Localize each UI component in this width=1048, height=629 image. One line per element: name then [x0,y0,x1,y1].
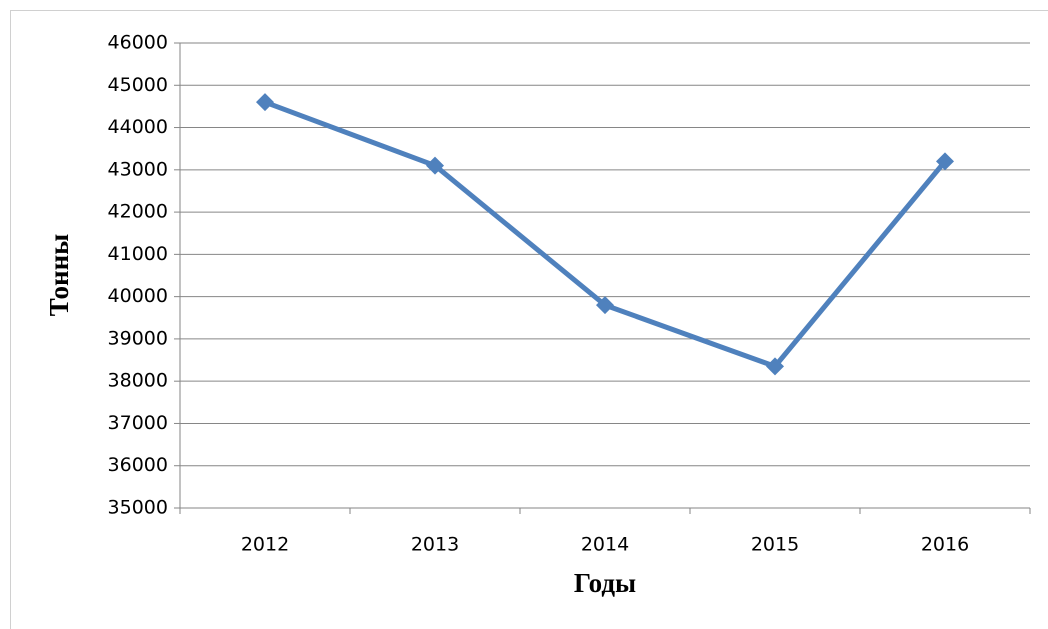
marker [766,357,784,376]
y-tick-label: 41000 [108,243,168,265]
marker [256,93,274,112]
y-tick-label: 36000 [108,454,168,476]
x-tick-label: 2013 [411,534,459,556]
y-tick-label: 46000 [108,32,168,54]
x-tick-label: 2012 [241,534,289,556]
y-tick-label: 42000 [108,201,168,223]
y-tick-label: 45000 [108,74,168,96]
y-tick-label: 38000 [108,370,168,392]
y-tick-label: 39000 [108,327,168,349]
marker [596,296,614,315]
x-tick-label: 2015 [751,534,799,556]
y-tick-label: 43000 [108,158,168,180]
marker [936,152,954,171]
y-tick-label: 40000 [108,285,168,307]
y-axis-title: Тонны [44,234,74,317]
x-tick-label: 2014 [581,534,629,556]
marker [426,156,444,175]
series-line [264,99,947,369]
y-tick-label: 35000 [108,497,168,519]
y-tick-label: 37000 [108,412,168,434]
x-tick-label: 2016 [921,534,969,556]
chart-border [10,10,1048,629]
x-axis-title: Годы [574,568,636,598]
y-tick-label: 44000 [108,116,168,138]
